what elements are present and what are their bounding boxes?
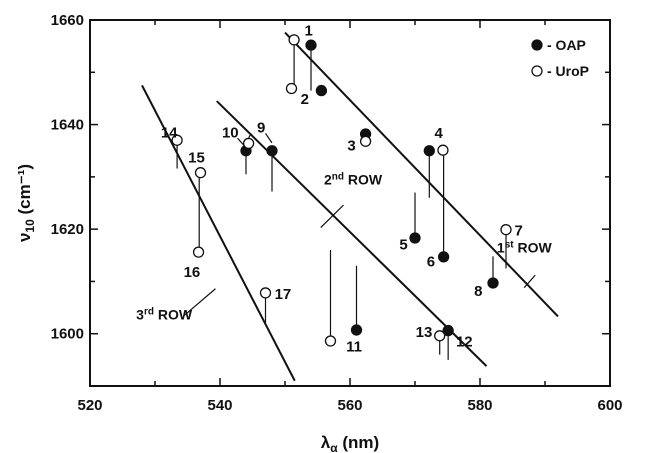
urop-point-11 — [324, 335, 337, 347]
point-label-1: 1 — [305, 23, 313, 40]
oap-point-6 — [437, 251, 450, 263]
row-label-3: 3rd ROW — [136, 307, 193, 323]
point-label-5: 5 — [399, 237, 407, 254]
oap-point-11 — [350, 324, 363, 336]
urop-point-4 — [437, 144, 449, 156]
oap-point-9 — [266, 145, 278, 157]
x-tick-label: 560 — [337, 397, 362, 414]
oap-point-1 — [305, 39, 317, 51]
point-label-15: 15 — [188, 150, 205, 167]
point-label-6: 6 — [427, 253, 435, 270]
legend-label-2: - UroP — [547, 63, 589, 79]
plot-frame — [89, 19, 611, 387]
oap-point-5 — [409, 232, 421, 244]
legend-marker-2 — [531, 65, 543, 77]
row-leader-3 — [183, 288, 216, 316]
row-label-2: 2nd ROW — [324, 172, 383, 188]
y-tick-label: 1620 — [51, 221, 84, 238]
row-leader-2 — [320, 204, 344, 229]
y-tick-label: 1640 — [51, 117, 84, 134]
y-tick-label: 1600 — [51, 326, 84, 343]
urop-point-15 — [194, 167, 207, 179]
row-line-3 — [141, 84, 296, 382]
legend-label-1: - OAP — [547, 37, 586, 53]
point-label-14: 14 — [161, 125, 178, 142]
row-leader-1 — [523, 274, 536, 289]
point-label-2: 2 — [301, 91, 309, 108]
legend-marker-1 — [531, 39, 543, 51]
x-tick-label: 520 — [77, 397, 102, 414]
urop-point-9 — [242, 137, 255, 150]
oap-point-4 — [423, 145, 435, 157]
x-tick-label: 540 — [207, 397, 232, 414]
x-tick-label: 600 — [597, 397, 622, 414]
urop-point-3 — [359, 135, 372, 147]
urop-point-17 — [259, 287, 272, 299]
urop-point-16 — [192, 246, 205, 258]
oap-point-12 — [442, 324, 454, 337]
oap-point-8 — [487, 277, 499, 289]
urop-point-7 — [500, 224, 512, 236]
point-label-8: 8 — [474, 283, 482, 300]
y-axis-title: ν10 (cm⁻¹) — [15, 164, 37, 242]
urop-point-14 — [171, 134, 183, 146]
point-label-9: 9 — [257, 119, 265, 136]
point-label-17: 17 — [275, 286, 292, 303]
point-label-10: 10 — [222, 125, 239, 142]
point-label-3: 3 — [347, 138, 355, 155]
point-label-16: 16 — [184, 264, 201, 281]
x-axis-title: λα (nm) — [321, 433, 379, 453]
arrow-9b — [265, 133, 273, 144]
point-label-4: 4 — [435, 125, 444, 142]
arrow-9a — [247, 133, 252, 140]
arrow-10 — [237, 137, 245, 146]
urop-point-2 — [285, 82, 298, 95]
urop-point-13 — [434, 330, 446, 342]
oap-point-2 — [315, 84, 328, 97]
point-label-7: 7 — [514, 222, 522, 239]
row-line-2 — [216, 100, 488, 367]
point-label-13: 13 — [416, 324, 433, 341]
urop-point-1 — [288, 34, 300, 46]
y-tick-label: 1660 — [51, 12, 84, 29]
x-tick-label: 580 — [467, 397, 492, 414]
point-label-12: 12 — [456, 333, 473, 350]
point-label-11: 11 — [346, 338, 362, 355]
row-line-1 — [284, 31, 559, 318]
row-label-1: 1st ROW — [497, 240, 553, 256]
